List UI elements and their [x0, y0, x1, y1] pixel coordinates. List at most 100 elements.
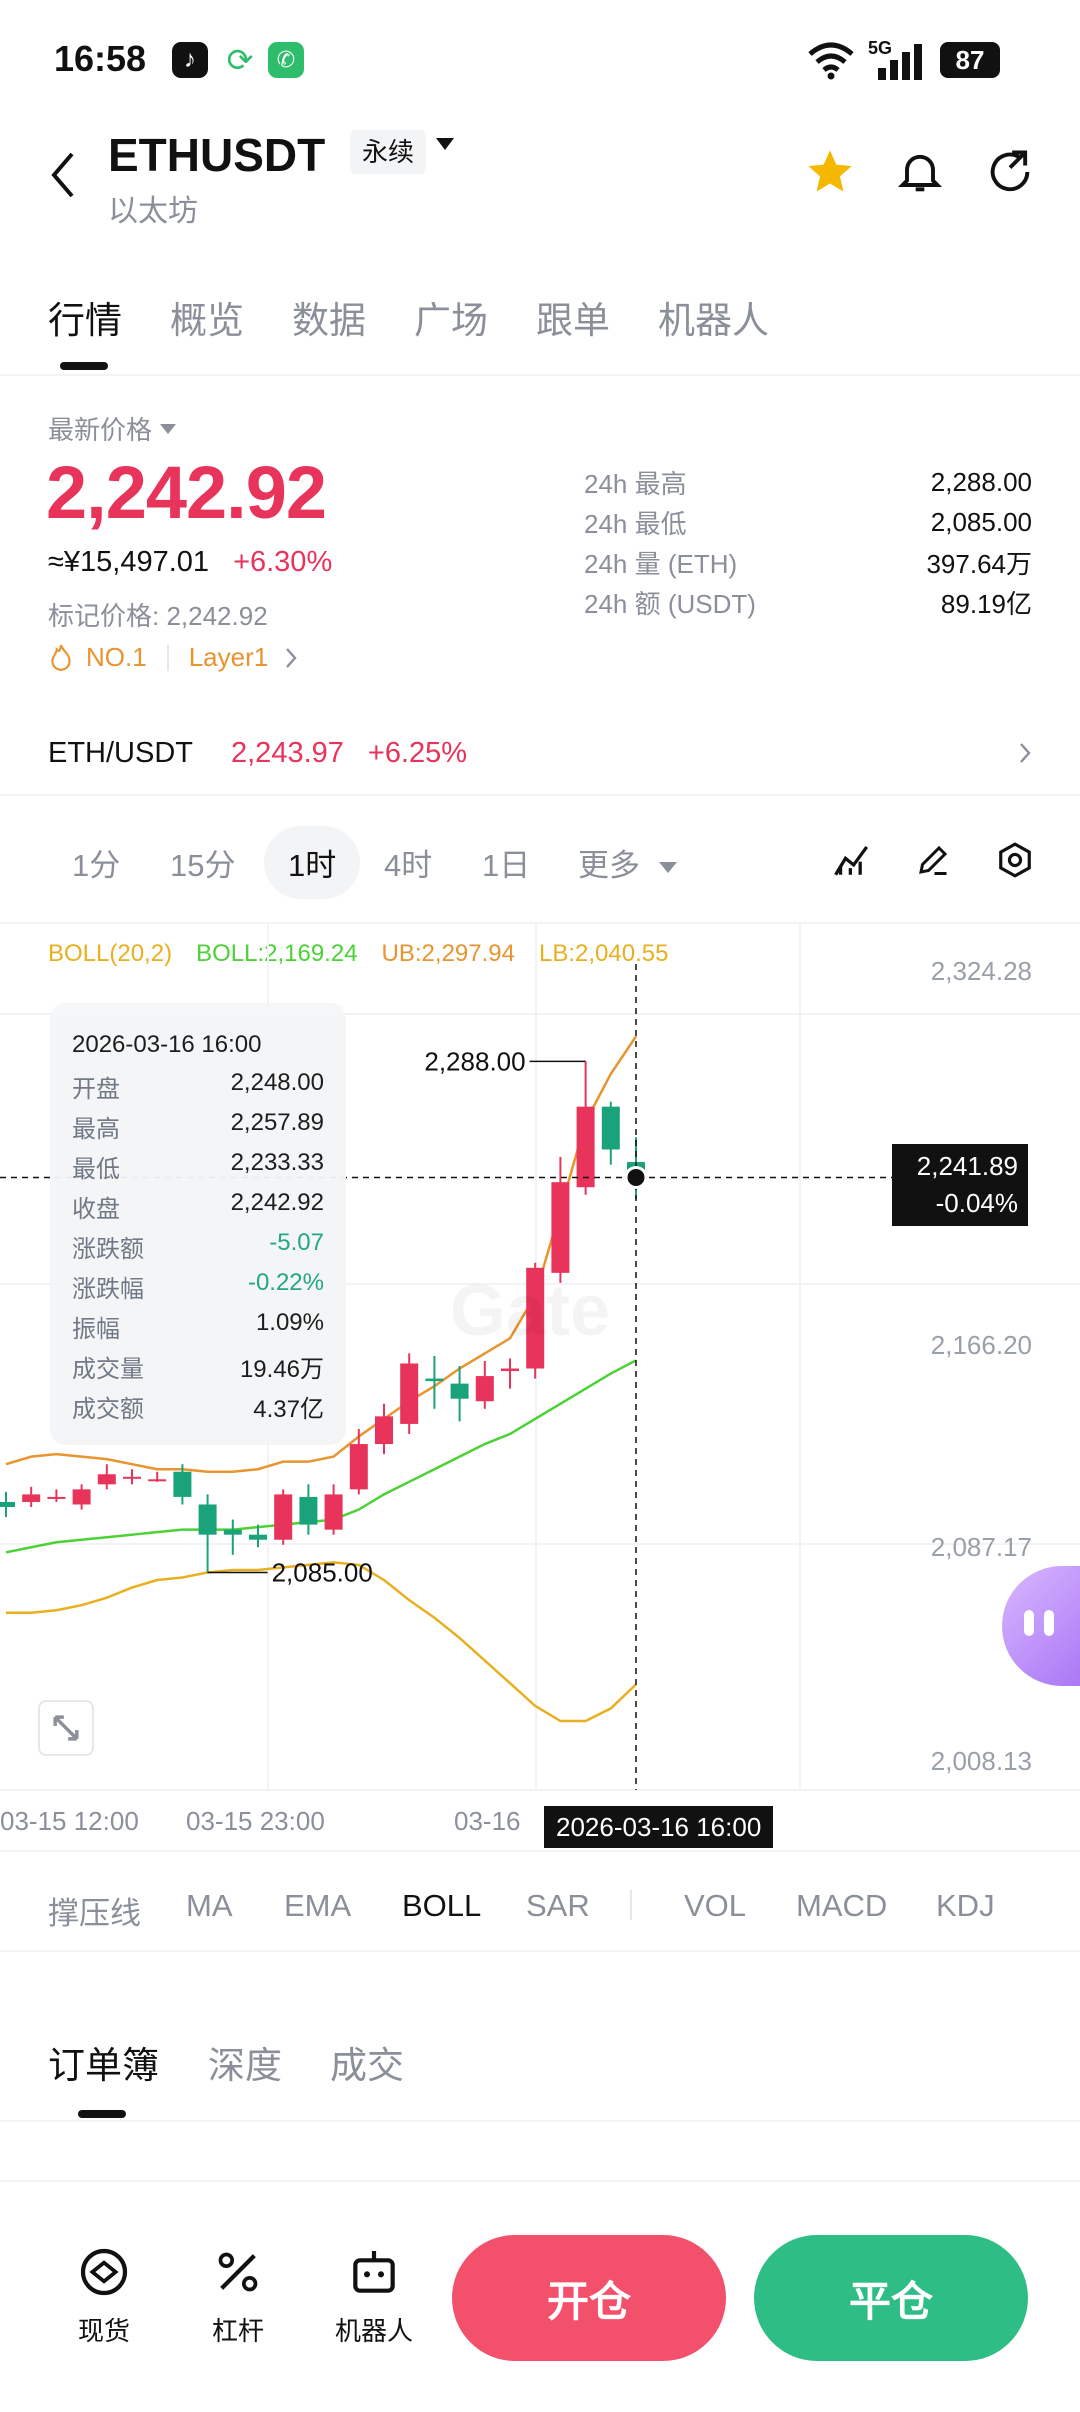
signal-icon — [878, 44, 922, 80]
chevron-right-icon — [1020, 743, 1031, 763]
indicator-ma[interactable]: MA — [186, 1888, 233, 1923]
indicator-macd[interactable]: MACD — [796, 1888, 888, 1923]
tooltip-row: 开盘 2,248.00 — [72, 1069, 324, 1104]
tooltip-value: 2,242.92 — [230, 1189, 324, 1216]
nav-spot[interactable]: 现货 — [64, 2244, 144, 2348]
open-position-button[interactable]: 开仓 — [452, 2235, 726, 2361]
tab-copy-trading[interactable]: 跟单 — [536, 300, 610, 341]
caret-down-icon — [658, 862, 677, 874]
tab-data[interactable]: 数据 — [292, 300, 366, 341]
nav-robot-label: 机器人 — [334, 2316, 413, 2346]
tag-row[interactable]: NO.1 Layer1 — [48, 642, 298, 673]
tab-orderbook[interactable]: 订单簿 — [48, 2045, 159, 2086]
timeframe-more[interactable]: 更多 — [578, 840, 677, 885]
nav-leverage-label: 杠杆 — [211, 2316, 264, 2346]
candle-body — [299, 1496, 318, 1525]
close-position-button[interactable]: 平仓 — [754, 2235, 1028, 2361]
indicator-kdj[interactable]: KDJ — [936, 1888, 995, 1923]
star-icon[interactable] — [804, 146, 856, 198]
last-price: 2,242.92 — [46, 451, 327, 534]
expand-chart-button[interactable] — [38, 1700, 94, 1756]
last-price-label-row[interactable]: 最新价格 — [48, 410, 177, 447]
boll-lower-line — [6, 1561, 637, 1723]
last-price-label: 最新价格 — [48, 415, 153, 445]
candle-body — [0, 1501, 15, 1507]
candle-body — [501, 1368, 519, 1372]
chart-top-border — [0, 922, 1080, 924]
sector-tag: Layer1 — [188, 642, 269, 672]
tab-square[interactable]: 广场 — [414, 300, 488, 341]
boll-name: BOLL(20,2) — [48, 940, 173, 967]
tooltip-date-value: 2026-03-16 16:00 — [72, 1031, 262, 1058]
indicator-bar-border-top — [0, 1850, 1080, 1852]
nav-leverage[interactable]: 杠杆 — [198, 2244, 278, 2348]
indicator-chart-icon[interactable] — [832, 842, 872, 878]
timeframe-1d[interactable]: 1日 — [482, 848, 531, 883]
contract-type-label: 永续 — [362, 137, 415, 167]
candlestick-chart[interactable]: 2,324.28 2,166.20 2,087.17 2,008.13 03-15 12… — [0, 924, 1080, 1844]
crosshair-price: 2,241.89 — [916, 1151, 1018, 1181]
candle-tooltip: 2026-03-16 16:00 开盘 2,248.00 最高 2,257.89 最… — [50, 1003, 346, 1445]
tiktok-icon: ♪ — [172, 42, 208, 78]
indicator-boll[interactable]: BOLL — [402, 1888, 482, 1923]
tooltip-label: 涨跌幅 — [72, 1276, 144, 1303]
y-tick-label: 2,324.28 — [931, 956, 1032, 986]
draw-tool-icon[interactable] — [914, 842, 952, 878]
y-tick-label: 2,008.13 — [931, 1746, 1032, 1776]
candle-body — [173, 1471, 192, 1497]
timeframe-1h[interactable]: 1时 — [264, 826, 361, 899]
crosshair-change: -0.04% — [935, 1188, 1018, 1218]
back-icon[interactable] — [48, 150, 78, 200]
boll-mid-value: BOLL:2,169.24 — [196, 940, 358, 967]
tab-market[interactable]: 行情 — [48, 300, 122, 341]
tooltip-row: 收盘 2,242.92 — [72, 1189, 324, 1224]
spot-price-row[interactable]: ETH/USDT 2,243.97 +6.25% — [0, 712, 1080, 796]
candle-body — [22, 1494, 41, 1502]
chevron-down-icon[interactable] — [436, 138, 454, 150]
tooltip-label: 最低 — [72, 1156, 120, 1183]
indicator-separator — [630, 1890, 632, 1920]
symbol-title[interactable]: ETHUSDT — [108, 129, 326, 181]
stat-value: 397.64万 — [926, 548, 1032, 579]
timeframe-15m[interactable]: 15分 — [170, 848, 236, 883]
indicator-sar[interactable]: SAR — [526, 1888, 590, 1923]
x-tick-label: 03-16 — [454, 1806, 521, 1836]
share-icon[interactable] — [984, 146, 1036, 198]
bottom-action-bar — [0, 2180, 1080, 2412]
battery-level: 87 — [955, 45, 985, 75]
indicator-vol[interactable]: VOL — [684, 1888, 747, 1923]
main-tabs: 行情 概览 数据 广场 跟单 机器人 — [0, 270, 1080, 376]
tooltip-label: 成交额 — [72, 1396, 144, 1423]
spot-change: +6.25% — [367, 736, 468, 769]
settings-icon[interactable] — [996, 840, 1034, 880]
tooltip-label: 涨跌额 — [72, 1236, 144, 1263]
candle-body — [97, 1474, 116, 1485]
boll-mid-line — [5, 1359, 637, 1554]
nav-robot[interactable]: 机器人 — [326, 2244, 422, 2348]
stat-value: 2,288.00 — [930, 466, 1032, 497]
indicator-ema[interactable]: EMA — [284, 1888, 352, 1923]
status-time: 16:58 — [54, 38, 147, 79]
price-change-pct: +6.30% — [233, 546, 333, 578]
candle-body — [601, 1106, 620, 1150]
tab-overview[interactable]: 概览 — [170, 300, 244, 341]
timeframe-1m[interactable]: 1分 — [72, 848, 121, 883]
spot-pair: ETH/USDT — [48, 736, 193, 769]
candle-body — [400, 1363, 419, 1424]
contract-type-badge[interactable]: 永续 — [350, 130, 427, 174]
tab-bots[interactable]: 机器人 — [658, 300, 769, 341]
bell-icon[interactable] — [894, 146, 946, 198]
indicator-support-resistance[interactable]: 撑压线 — [48, 1896, 141, 1931]
tag-divider — [166, 644, 169, 671]
tab-depth[interactable]: 深度 — [208, 2045, 282, 2086]
candle-body — [148, 1479, 167, 1482]
high-price-label: 2,288.00 — [424, 1046, 525, 1076]
tab-trades[interactable]: 成交 — [330, 2045, 404, 2086]
tooltip-label: 收盘 — [72, 1196, 120, 1223]
stat-value: 89.19亿 — [940, 588, 1032, 619]
timeframe-4h[interactable]: 4时 — [384, 848, 433, 883]
battery-icon: 87 — [940, 42, 1000, 78]
rank-tag: NO.1 — [86, 642, 147, 672]
spot-price: 2,243.97 — [231, 736, 344, 769]
tooltip-row: 涨跌额 -5.07 — [72, 1229, 324, 1264]
